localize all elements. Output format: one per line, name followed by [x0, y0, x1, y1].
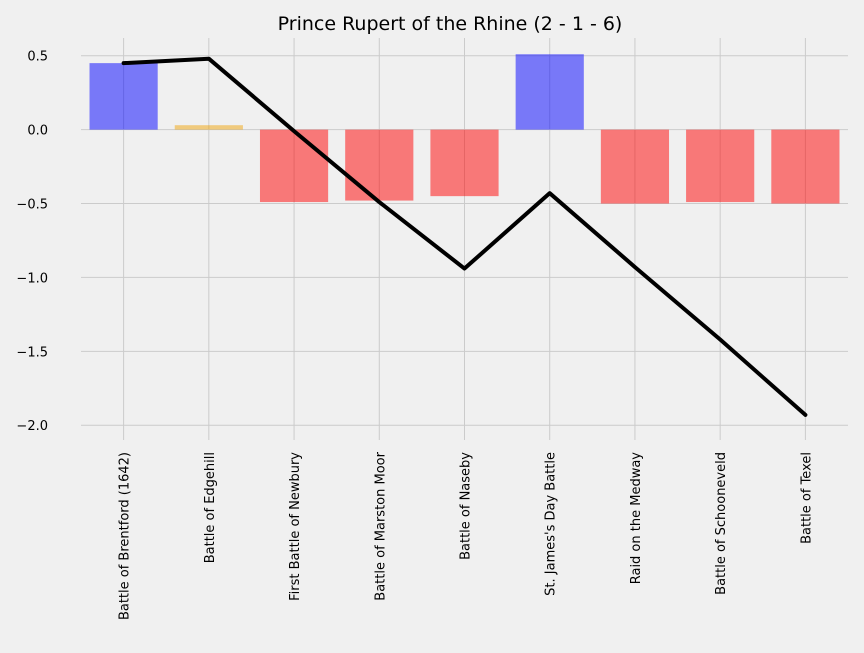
y-tick-label: 0.5 [27, 50, 48, 65]
x-tick-label: Battle of Marston Moor [373, 451, 388, 600]
bar [430, 129, 499, 197]
bar [259, 129, 329, 203]
x-tick-label: St. James's Day Battle [544, 452, 559, 596]
y-tick-label: −1.5 [16, 345, 48, 360]
y-tick-label: 0.0 [27, 124, 48, 139]
x-tick-label: Battle of Naseby [459, 452, 474, 560]
x-tick-label: Battle of Texel [799, 452, 814, 544]
bar [771, 129, 840, 204]
x-tick-label: First Battle of Newbury [288, 452, 303, 601]
x-tick-label: Battle of Schooneveld [714, 452, 729, 595]
y-tick-label: −0.5 [16, 198, 48, 213]
bar [686, 129, 755, 203]
bar [174, 125, 243, 130]
bar [515, 54, 584, 130]
line-layer [121, 56, 808, 417]
bar [345, 129, 414, 201]
chart-title: Prince Rupert of the Rhine (2 - 1 - 6) [278, 13, 623, 35]
grid-layer [81, 38, 848, 440]
bar [600, 129, 670, 204]
x-tick-label: Raid on the Medway [629, 452, 644, 585]
y-axis-ticks: 0.5 0.0 −0.5 −1.0 −1.5 −2.0 [16, 50, 48, 434]
series-line [121, 56, 808, 417]
x-tick-label: Battle of Edgehill [203, 452, 218, 563]
y-tick-label: −1.0 [16, 271, 48, 286]
bar [89, 63, 158, 130]
x-axis-ticks: Battle of Brentford (1642) Battle of Edge… [118, 451, 815, 620]
bar-layer [89, 54, 840, 204]
y-tick-label: −2.0 [16, 419, 48, 434]
x-tick-label: Battle of Brentford (1642) [118, 452, 133, 620]
